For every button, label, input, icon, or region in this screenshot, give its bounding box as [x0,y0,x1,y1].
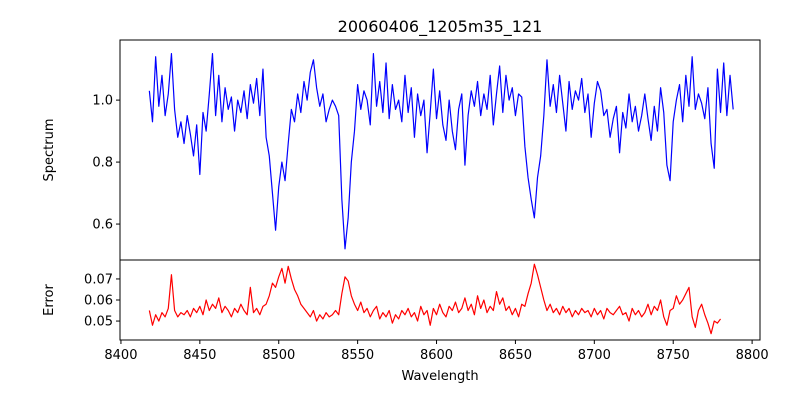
error-y-tick-label: 0.06 [84,294,113,309]
spectrum-y-tick-label: 1.0 [92,94,113,109]
x-tick-label: 8400 [104,348,137,363]
error-y-tick-label: 0.07 [84,272,113,287]
x-tick-label: 8600 [420,348,453,363]
error-y-tick-label: 0.05 [84,315,113,330]
x-tick-label: 8500 [262,348,295,363]
x-tick-label: 8450 [183,348,216,363]
x-tick-label: 8650 [499,348,532,363]
x-tick-label: 8800 [736,348,769,363]
x-tick-label: 8700 [578,348,611,363]
x-tick-label: 8550 [341,348,374,363]
x-tick-label: 8750 [657,348,690,363]
error-series-line [148,263,722,335]
error-axes-frame [119,259,761,341]
top-y-axis-label: Spectrum [42,119,57,182]
spectrum-y-tick-label: 0.6 [92,218,113,233]
x-axis-label: Wavelength [401,369,478,384]
spectrum-y-tick-label: 0.8 [92,156,113,171]
spectrum-series-line [148,53,734,250]
bottom-y-axis-label: Error [42,284,57,316]
chart-title: 20060406_1205m35_121 [338,17,543,37]
